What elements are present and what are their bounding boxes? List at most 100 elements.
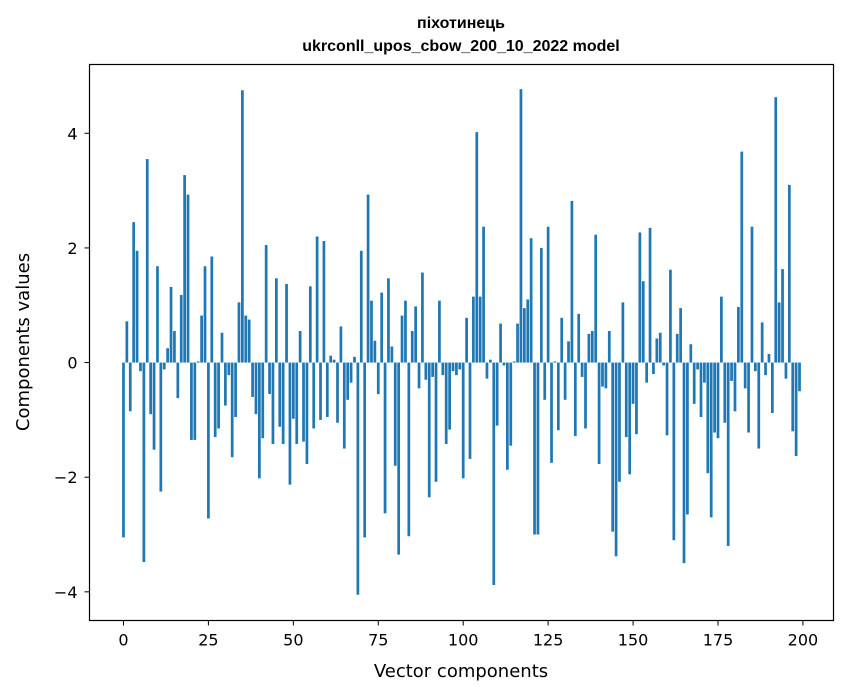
bar-5 — [139, 362, 142, 372]
bar-39 — [254, 362, 258, 415]
bar-13 — [166, 348, 169, 363]
bar-60 — [325, 362, 329, 418]
bar-135 — [580, 362, 584, 377]
bar-119 — [526, 299, 530, 363]
x-tick-label: 150 — [618, 631, 649, 650]
bar-81 — [397, 362, 401, 555]
bar-125 — [546, 226, 550, 363]
bar-10 — [156, 266, 159, 363]
bar-70 — [359, 250, 363, 363]
bar-154 — [645, 362, 649, 383]
bar-133 — [573, 362, 577, 436]
bar-181 — [737, 306, 740, 363]
bar-15 — [173, 331, 176, 363]
bar-82 — [400, 315, 404, 363]
bar-41 — [261, 362, 265, 439]
bar-146 — [618, 362, 621, 482]
bar-27 — [213, 362, 217, 438]
bar-159 — [662, 362, 665, 366]
bar-195 — [784, 362, 788, 379]
bar-143 — [607, 331, 611, 363]
y-tick-label: −2 — [54, 468, 78, 487]
bar-136 — [584, 362, 587, 429]
bar-61 — [329, 355, 333, 363]
bar-108 — [489, 359, 492, 363]
bar-93 — [438, 300, 441, 363]
bar-163 — [675, 333, 679, 363]
chart-subtitle: ukrconll_upos_cbow_200_10_2022 model — [302, 38, 619, 55]
bar-168 — [692, 362, 696, 404]
y-tick-label: 2 — [67, 239, 77, 258]
bar-191 — [770, 362, 774, 413]
bar-192 — [774, 97, 778, 363]
bar-57 — [315, 236, 319, 363]
bar-22 — [196, 361, 200, 363]
bar-100 — [461, 362, 465, 479]
bar-43 — [268, 362, 271, 395]
x-tick-label: 200 — [788, 631, 819, 650]
bar-164 — [679, 308, 682, 363]
bar-158 — [658, 332, 662, 363]
bar-172 — [706, 362, 710, 474]
bar-36 — [244, 315, 248, 363]
bar-50 — [291, 362, 295, 419]
bar-199 — [798, 362, 801, 392]
bar-44 — [271, 362, 275, 444]
bar-194 — [781, 269, 784, 363]
bar-112 — [502, 362, 506, 366]
bar-97 — [451, 362, 455, 372]
bar-35 — [241, 90, 244, 363]
x-tick-label: 100 — [448, 631, 479, 650]
bar-103 — [472, 296, 475, 363]
bar-170 — [699, 362, 703, 418]
bar-59 — [322, 241, 326, 363]
bar-23 — [200, 315, 203, 363]
bar-144 — [611, 362, 615, 532]
plot-frame — [88, 63, 835, 622]
bar-187 — [757, 362, 761, 449]
x-tick-label: 75 — [368, 631, 388, 650]
bar-89 — [424, 362, 428, 380]
bar-85 — [410, 331, 414, 363]
x-tick-label: 50 — [283, 631, 303, 650]
bar-78 — [387, 278, 390, 363]
bar-6 — [142, 362, 146, 563]
bar-1 — [125, 321, 129, 363]
bar-151 — [635, 362, 638, 435]
bar-31 — [227, 362, 231, 376]
bar-111 — [499, 323, 502, 363]
bar-121 — [533, 362, 536, 535]
bar-148 — [624, 362, 628, 438]
bar-183 — [743, 362, 747, 389]
bars-group — [122, 89, 801, 595]
bar-86 — [414, 306, 417, 363]
bar-127 — [553, 361, 557, 363]
bar-198 — [794, 362, 798, 456]
bar-98 — [455, 362, 458, 376]
bar-46 — [278, 362, 282, 427]
bar-175 — [716, 362, 720, 439]
bar-71 — [363, 362, 367, 538]
bar-147 — [621, 302, 625, 363]
bar-47 — [281, 362, 285, 444]
bar-16 — [176, 362, 180, 399]
x-tick-label: 175 — [703, 631, 734, 650]
bar-80 — [393, 362, 397, 466]
bar-142 — [604, 362, 608, 389]
bar-182 — [740, 151, 744, 363]
bar-101 — [465, 317, 468, 363]
bar-155 — [648, 227, 652, 363]
bar-124 — [543, 362, 547, 400]
bar-9 — [152, 362, 156, 450]
bar-29 — [220, 332, 224, 363]
bar-174 — [713, 362, 716, 433]
bar-179 — [730, 362, 733, 381]
bar-106 — [482, 226, 485, 363]
bar-176 — [720, 296, 723, 363]
bar-52 — [298, 331, 302, 363]
bar-4 — [135, 250, 139, 363]
bar-197 — [791, 362, 795, 432]
y-tick-label: 4 — [67, 124, 77, 143]
bar-152 — [638, 232, 642, 363]
